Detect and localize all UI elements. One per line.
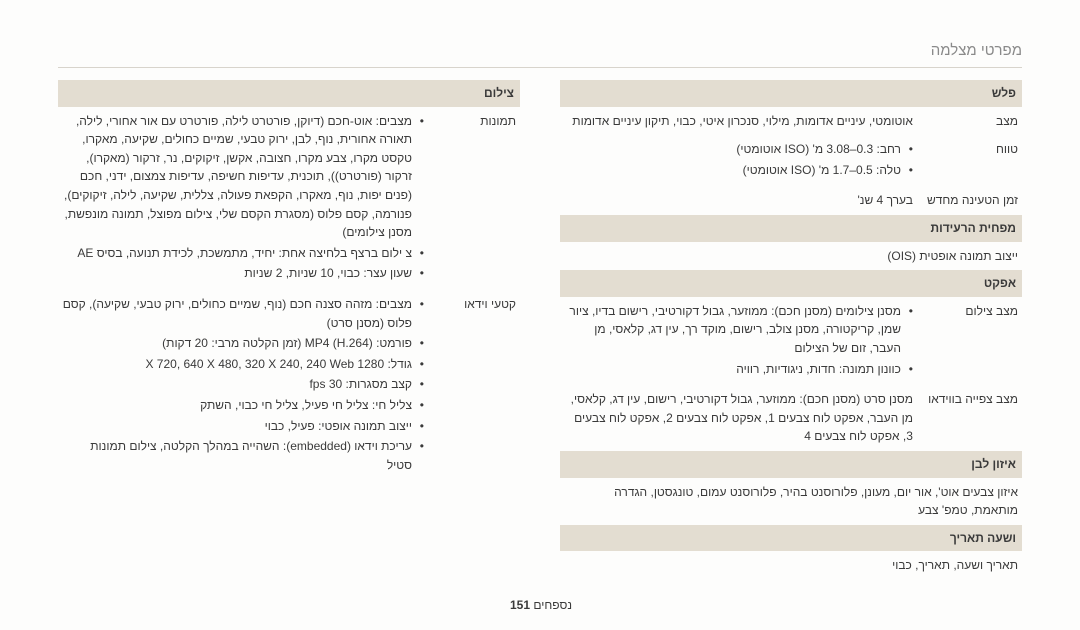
value-list-item: מצבים: מזהה סצנה חכם (נוף, שמיים כחולים,… [62, 295, 424, 332]
section-header: אפקט [560, 270, 1022, 297]
value-list: רחב: 0.3–3.08 מ' (ISO אוטומטי) טלה: 0.5–1… [564, 140, 913, 179]
spec-row-label: קטעי וידאו [428, 290, 520, 481]
spec-row-label: מצב צפייה בווידאו [917, 385, 1022, 451]
spec-row-value: איזון צבעים אוט', אור יום, מעונן, פלורוס… [560, 478, 1022, 525]
value-list-item: טלה: 0.5–1.7 מ' (ISO אוטומטי) [564, 161, 913, 180]
value-list-item: כוונון תמונה: חדות, ניגודיות, רוויה [564, 360, 913, 379]
page-title: מפרטי מצלמה [58, 42, 1022, 68]
spec-row-value: רחב: 0.3–3.08 מ' (ISO אוטומטי) טלה: 0.5–1… [560, 135, 917, 186]
spec-row: קטעי וידאומצבים: מזהה סצנה חכם (נוף, שמי… [58, 290, 520, 481]
column-left: צילוםתמונותמצבים: אוט-חכם (דיוקן, פורטרט… [58, 80, 520, 580]
spec-row: זמן הטעינה מחדשבערך 4 שנ' [560, 186, 1022, 215]
spec-row-label: מצב צילום [917, 297, 1022, 385]
section-header-label: ושעה תאריך [560, 525, 1022, 552]
spec-row: טווחרחב: 0.3–3.08 מ' (ISO אוטומטי) טלה: 0… [560, 135, 1022, 186]
columns: פלשמצבאוטומטי, עיניים אדומות, מילוי, סנכ… [58, 80, 1022, 580]
spec-row-value: מצבים: אוט-חכם (דיוקן, פורטרט לילה, פורט… [58, 107, 428, 290]
page: מפרטי מצלמה פלשמצבאוטומטי, עיניים אדומות… [0, 0, 1080, 630]
spec-row: תמונותמצבים: אוט-חכם (דיוקן, פורטרט לילה… [58, 107, 520, 290]
section-header: ושעה תאריך [560, 525, 1022, 552]
section-header: פלש [560, 80, 1022, 107]
value-list: מסנן צילומים (מסנן חכם): ממוזער, גבול דק… [564, 302, 913, 378]
footer-page-number: 151 [510, 598, 530, 612]
spec-row: תאריך ושעה, תאריך, כבוי [560, 551, 1022, 580]
spec-row-value: תאריך ושעה, תאריך, כבוי [560, 551, 1022, 580]
spec-table-left: צילוםתמונותמצבים: אוט-חכם (דיוקן, פורטרט… [58, 80, 520, 481]
value-list-item: גודל: 1280 X 720, 640 X 480, 320 X 240, … [62, 355, 424, 374]
spec-row: מצבאוטומטי, עיניים אדומות, מילוי, סנכרון… [560, 107, 1022, 136]
spec-row-label: מצב [917, 107, 1022, 136]
spec-row-label: טווח [917, 135, 1022, 186]
value-list: מצבים: אוט-חכם (דיוקן, פורטרט לילה, פורט… [62, 112, 424, 283]
spec-row-value: מסנן סרט (מסנן חכם): ממוזער, גבול דקורטי… [560, 385, 917, 451]
spec-row: ייצוב תמונה אופטית (OIS) [560, 242, 1022, 271]
section-header: צילום [58, 80, 520, 107]
spec-row: מצב צילוםמסנן צילומים (מסנן חכם): ממוזער… [560, 297, 1022, 385]
spec-row: מצב צפייה בווידאומסנן סרט (מסנן חכם): ממ… [560, 385, 1022, 451]
section-header-label: אפקט [560, 270, 1022, 297]
spec-row-value: ייצוב תמונה אופטית (OIS) [560, 242, 1022, 271]
value-list-item: פורמט: MP4 (H.264) (זמן הקלטה מרבי: 20 ד… [62, 334, 424, 353]
value-list-item: עריכת וידאו (embedded): השהייה במהלך הקל… [62, 437, 424, 474]
value-list: מצבים: מזהה סצנה חכם (נוף, שמיים כחולים,… [62, 295, 424, 474]
value-list-item: רחב: 0.3–3.08 מ' (ISO אוטומטי) [564, 140, 913, 159]
section-header: איזון לבן [560, 451, 1022, 478]
value-list-item: קצב מסגרות: 30 fps [62, 375, 424, 394]
value-list-item: שעון עצר: כבוי, 10 שניות, 2 שניות [62, 264, 424, 283]
spec-table-right: פלשמצבאוטומטי, עיניים אדומות, מילוי, סנכ… [560, 80, 1022, 580]
section-header-label: פלש [560, 80, 1022, 107]
page-footer: נספחים 151 [0, 598, 1080, 612]
spec-row-label: זמן הטעינה מחדש [917, 186, 1022, 215]
spec-row-value: בערך 4 שנ' [560, 186, 917, 215]
value-list-item: מצבים: אוט-חכם (דיוקן, פורטרט לילה, פורט… [62, 112, 424, 242]
spec-row: איזון צבעים אוט', אור יום, מעונן, פלורוס… [560, 478, 1022, 525]
section-header-label: צילום [58, 80, 520, 107]
value-list-item: מסנן צילומים (מסנן חכם): ממוזער, גבול דק… [564, 302, 913, 358]
value-list-item: צ ילום ברצף בלחיצה אחת: יחיד, מתמשכת, לכ… [62, 244, 424, 263]
spec-row-value: אוטומטי, עיניים אדומות, מילוי, סנכרון אי… [560, 107, 917, 136]
column-right: פלשמצבאוטומטי, עיניים אדומות, מילוי, סנכ… [560, 80, 1022, 580]
spec-row-value: מצבים: מזהה סצנה חכם (נוף, שמיים כחולים,… [58, 290, 428, 481]
section-header-label: מפחית הרעידות [560, 215, 1022, 242]
footer-label: נספחים [533, 598, 572, 612]
spec-row-value: מסנן צילומים (מסנן חכם): ממוזער, גבול דק… [560, 297, 917, 385]
section-header: מפחית הרעידות [560, 215, 1022, 242]
value-list-item: ייצוב תמונה אופטי: פעיל, כבוי [62, 417, 424, 436]
spec-row-label: תמונות [428, 107, 520, 290]
value-list-item: צליל חי: צליל חי פעיל, צליל חי כבוי, השת… [62, 396, 424, 415]
section-header-label: איזון לבן [560, 451, 1022, 478]
